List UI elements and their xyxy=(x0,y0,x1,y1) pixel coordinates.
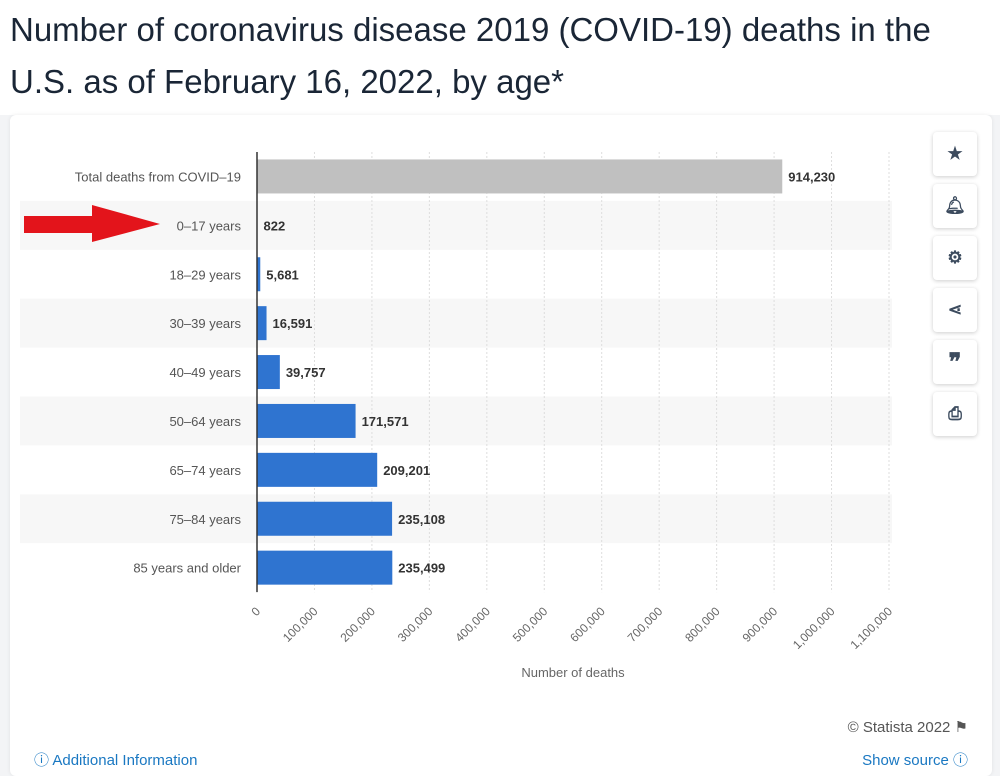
flag-icon[interactable]: ⚑ xyxy=(954,719,968,736)
bar xyxy=(257,355,280,390)
row-band xyxy=(20,298,892,348)
bar xyxy=(257,306,267,341)
category-label: 30–39 years xyxy=(169,316,241,331)
x-tick-label: 800,000 xyxy=(682,604,723,645)
share-icon[interactable]: ⋖ xyxy=(933,288,977,332)
value-label: 171,571 xyxy=(362,414,409,429)
info-icon: ⓘ xyxy=(34,752,50,769)
copyright: © Statista 2022 ⚑ xyxy=(848,718,968,736)
row-band xyxy=(20,494,892,544)
category-label: 50–64 years xyxy=(169,414,241,429)
category-label: 65–74 years xyxy=(169,463,241,478)
bar xyxy=(257,159,783,194)
additional-info-label: Additional Information xyxy=(52,752,198,769)
value-label: 822 xyxy=(264,218,286,233)
x-tick-label: 400,000 xyxy=(452,604,493,645)
bar xyxy=(257,550,393,585)
x-tick-label: 900,000 xyxy=(740,604,781,645)
row-band xyxy=(20,200,892,250)
value-label: 235,499 xyxy=(398,561,445,576)
category-label: 18–29 years xyxy=(169,267,241,282)
bell-icon[interactable]: 🔔︎ xyxy=(933,184,977,228)
bar xyxy=(257,501,393,536)
row-band xyxy=(20,396,892,446)
bar xyxy=(257,452,378,487)
quote-icon[interactable]: ❞ xyxy=(933,340,977,384)
x-tick-label: 100,000 xyxy=(280,604,321,645)
show-source-link[interactable]: Show source ⓘ xyxy=(862,749,968,770)
value-label: 209,201 xyxy=(383,463,430,478)
info-icon: ⓘ xyxy=(952,752,968,769)
red-arrow-annotation xyxy=(24,205,160,242)
value-label: 39,757 xyxy=(286,365,326,380)
x-tick-label: 600,000 xyxy=(567,604,608,645)
category-label: Total deaths from COVID–19 xyxy=(75,169,241,184)
print-icon[interactable]: ⎙ xyxy=(933,392,977,436)
x-tick-label: 1,000,000 xyxy=(790,604,838,652)
value-label: 235,108 xyxy=(398,512,445,527)
show-source-label: Show source xyxy=(862,752,949,769)
x-tick-label: 300,000 xyxy=(395,604,436,645)
category-label: 0–17 years xyxy=(177,218,242,233)
value-label: 914,230 xyxy=(788,169,835,184)
x-tick-label: 500,000 xyxy=(510,604,551,645)
category-label: 75–84 years xyxy=(169,512,241,527)
value-label: 5,681 xyxy=(266,267,299,282)
additional-info-link[interactable]: ⓘ Additional Information xyxy=(34,749,197,770)
bar xyxy=(257,403,356,438)
x-tick-label: 1,100,000 xyxy=(847,604,895,652)
gear-icon[interactable]: ⚙ xyxy=(933,236,977,280)
star-icon[interactable]: ★ xyxy=(933,132,977,176)
category-label: 40–49 years xyxy=(169,365,241,380)
x-tick-label: 700,000 xyxy=(625,604,666,645)
value-label: 16,591 xyxy=(273,316,313,331)
bar xyxy=(257,257,261,292)
x-axis-title: Number of deaths xyxy=(521,665,625,680)
category-label: 85 years and older xyxy=(133,561,241,576)
copyright-text: © Statista 2022 xyxy=(847,719,951,736)
x-tick-label: 200,000 xyxy=(337,604,378,645)
x-tick-label: 0 xyxy=(248,604,263,619)
page-title: Number of coronavirus disease 2019 (COVI… xyxy=(10,4,990,108)
